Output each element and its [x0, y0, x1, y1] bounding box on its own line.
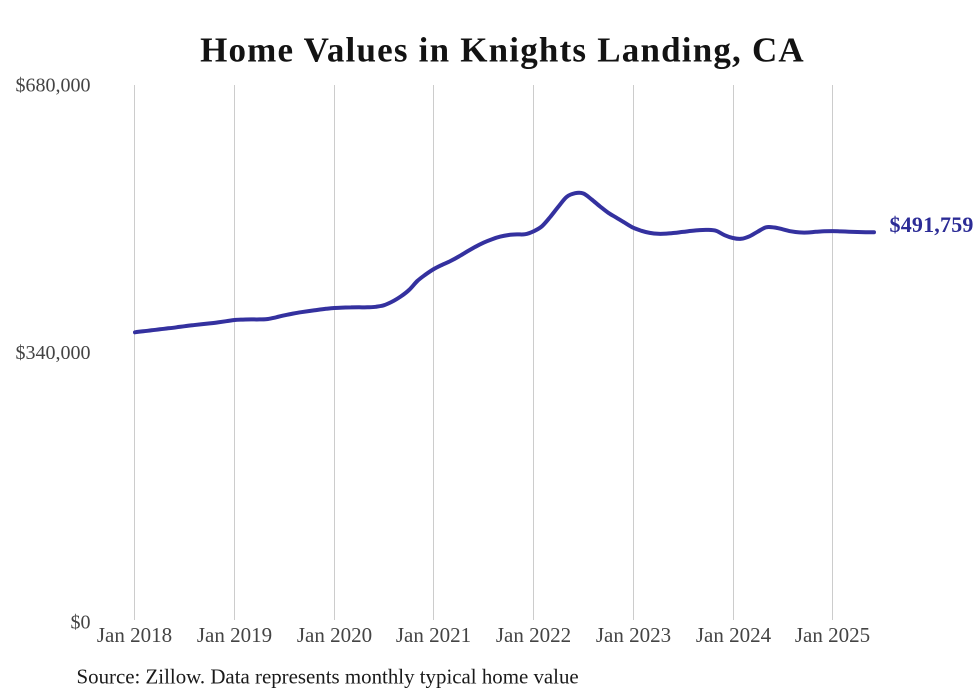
- svg-text:$680,000: $680,000: [16, 75, 91, 97]
- svg-text:Jan 2022: Jan 2022: [496, 623, 571, 647]
- svg-text:$0: $0: [71, 611, 91, 633]
- svg-text:Jan 2021: Jan 2021: [396, 623, 471, 647]
- svg-text:Jan 2023: Jan 2023: [596, 623, 671, 647]
- svg-text:$340,000: $340,000: [16, 342, 91, 364]
- svg-text:Home Values in Knights Landing: Home Values in Knights Landing, CA: [200, 31, 805, 70]
- svg-text:Jan 2025: Jan 2025: [795, 623, 870, 647]
- svg-text:Source: Zillow. Data represent: Source: Zillow. Data represents monthly …: [77, 665, 579, 689]
- svg-text:Jan 2018: Jan 2018: [97, 623, 172, 647]
- svg-text:$491,759: $491,759: [890, 212, 974, 237]
- svg-text:Jan 2024: Jan 2024: [696, 623, 772, 647]
- svg-text:Jan 2020: Jan 2020: [297, 623, 372, 647]
- svg-text:Jan 2019: Jan 2019: [197, 623, 272, 647]
